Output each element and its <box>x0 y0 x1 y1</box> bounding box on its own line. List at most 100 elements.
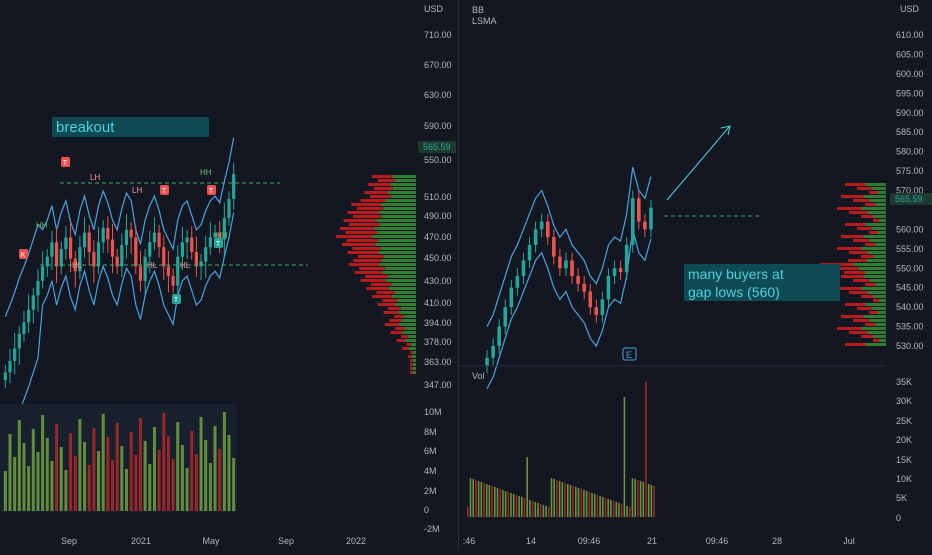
signal-marker-label: T <box>216 241 221 248</box>
vp-sell <box>865 243 876 246</box>
volume-bar <box>190 431 194 511</box>
vp-buy <box>383 207 416 210</box>
right-chart-svg[interactable]: BB LSMA many buyers at gap lows (560) E … <box>459 0 932 550</box>
volume-bar <box>564 483 566 517</box>
buyers-annotation-box[interactable] <box>684 264 840 301</box>
left-volume-axis: 10M 8M 6M 4M 2M 0 -2M <box>424 407 442 534</box>
vp-sell <box>845 223 866 226</box>
vp-sell <box>365 275 388 278</box>
trend-arrow-line <box>666 126 730 201</box>
right-price-tick: 575.00 <box>896 166 924 176</box>
right-time-tick: 28 <box>772 536 782 546</box>
volume-bar <box>534 502 537 517</box>
vp-buy <box>861 287 886 290</box>
lsma-indicator-label[interactable]: LSMA <box>472 16 497 26</box>
vp-sell <box>396 339 406 342</box>
candle-body <box>180 242 185 257</box>
volume-bar <box>222 412 226 511</box>
right-last-price: 565.59 <box>895 194 923 204</box>
vp-buy <box>412 351 416 354</box>
vp-sell <box>841 195 864 198</box>
earnings-marker[interactable] <box>622 347 637 361</box>
signal-marker-label: K <box>21 252 26 259</box>
left-price-area[interactable] <box>0 0 416 400</box>
vp-buy <box>408 347 416 350</box>
volume-bar <box>176 422 180 511</box>
volume-bar <box>138 418 142 511</box>
signal-marker[interactable] <box>19 249 28 259</box>
volume-bar <box>27 466 31 511</box>
volume-bar <box>78 419 82 511</box>
right-price-tick: 580.00 <box>896 147 924 157</box>
vp-buy <box>403 315 416 318</box>
signal-marker[interactable] <box>207 185 216 195</box>
swing-label: HH <box>36 221 48 230</box>
signal-marker[interactable] <box>61 157 70 167</box>
left-bollinger-bands <box>4 137 235 450</box>
vp-buy <box>405 339 416 342</box>
vp-buy <box>877 311 886 314</box>
right-time-tick: Jul <box>843 536 855 546</box>
right-lower-band <box>486 229 652 390</box>
vp-buy <box>402 331 416 334</box>
volume-bar <box>477 481 480 517</box>
volume-bar <box>496 488 499 517</box>
vp-buy <box>869 239 886 242</box>
volume-bar <box>526 457 528 517</box>
pane-divider[interactable] <box>458 0 459 550</box>
candle-body <box>171 276 175 286</box>
right-volume-tick: 10K <box>896 474 912 484</box>
volume-bar <box>504 491 507 517</box>
bb-indicator-label[interactable]: BB <box>472 5 484 15</box>
left-time-axis: Sep 2021 May Sep 2022 <box>61 536 366 546</box>
volume-bar <box>556 480 558 517</box>
signal-marker[interactable] <box>172 294 181 304</box>
vp-sell <box>345 231 378 234</box>
left-candles <box>3 162 236 388</box>
signal-marker[interactable] <box>214 238 223 248</box>
trend-arrow-head <box>720 125 731 136</box>
signal-marker[interactable] <box>160 185 169 195</box>
vp-buy <box>381 259 416 262</box>
left-time-tick: May <box>202 536 220 546</box>
candle-body <box>509 287 514 308</box>
swing-label: LH <box>90 173 100 182</box>
left-time-tick: 2022 <box>346 536 366 546</box>
vp-buy <box>861 327 886 330</box>
candle-body <box>92 251 96 267</box>
right-price-tick: 570.00 <box>896 186 924 196</box>
vp-sell <box>857 227 872 230</box>
left-volume-profile <box>336 175 416 374</box>
candle-body <box>3 372 7 381</box>
vp-buy <box>380 203 416 206</box>
vp-buy <box>387 275 416 278</box>
volume-bar <box>523 498 526 517</box>
vp-buy <box>391 283 416 286</box>
volume-bar <box>596 495 599 517</box>
vp-sell <box>869 191 878 194</box>
volume-bar <box>45 438 49 511</box>
candle-body <box>491 346 495 358</box>
signal-marker-label: T <box>63 160 68 167</box>
left-chart-pane[interactable]: LH LH HH HH HL HL HL HH K T T T T T breakout 710.00 6… <box>0 0 458 550</box>
candle-body <box>96 242 101 267</box>
candle-body <box>64 237 68 250</box>
vp-sell <box>395 327 405 330</box>
volume-bar <box>583 490 585 517</box>
volume-bar <box>515 495 518 517</box>
volume-label: Vol <box>472 371 485 381</box>
vp-sell <box>406 343 411 346</box>
vp-sell <box>849 291 868 294</box>
vp-buy <box>859 267 886 270</box>
right-chart-pane[interactable]: BB LSMA many buyers at gap lows (560) E … <box>459 0 932 550</box>
volume-bar <box>120 446 124 511</box>
volume-bar <box>580 489 582 517</box>
vp-buy <box>879 339 886 342</box>
vp-sell <box>841 315 864 318</box>
vp-buy <box>381 215 416 218</box>
vp-buy <box>873 335 886 338</box>
left-chart-svg[interactable]: LH LH HH HH HL HL HL HH K T T T T T breakout 710.00 6… <box>0 0 458 550</box>
vp-buy <box>388 287 416 290</box>
breakout-annotation-box[interactable] <box>52 117 209 137</box>
vp-sell <box>382 299 398 302</box>
